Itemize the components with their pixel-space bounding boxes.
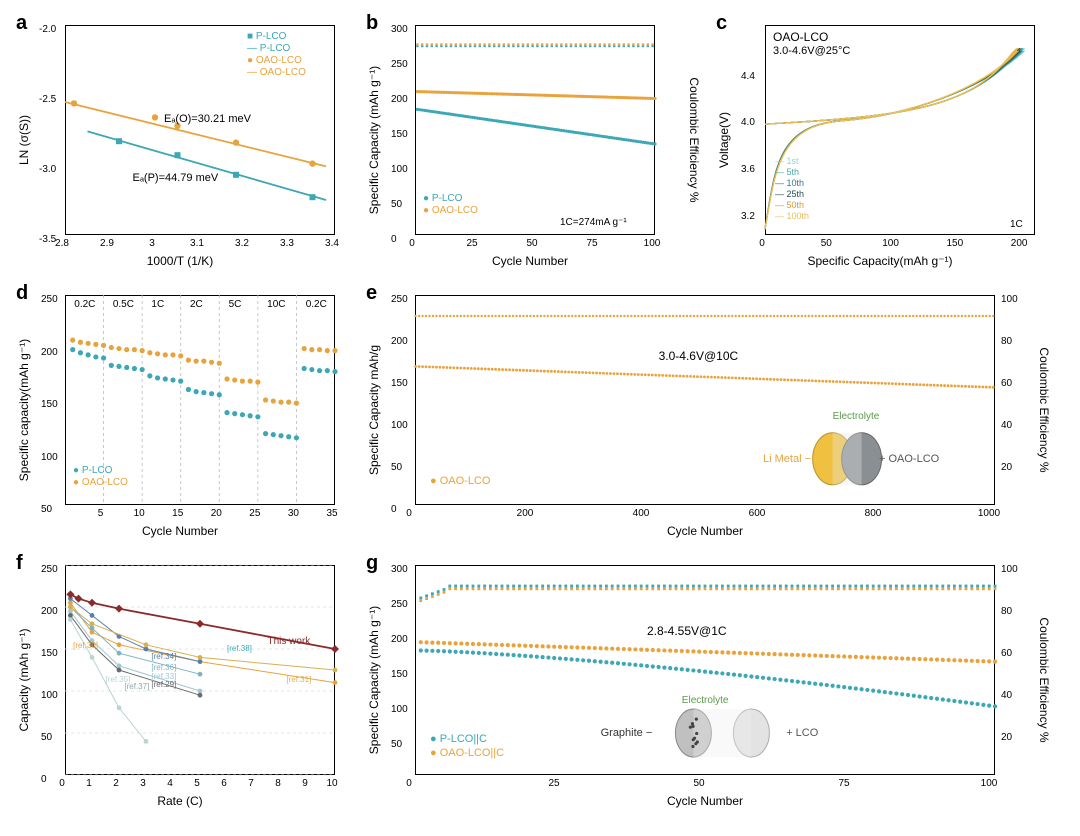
panel-g-xlabel: Cycle Number (667, 794, 743, 808)
panel-c: c Voltage(V) Specific Capacity(mAh g⁻¹) … (710, 10, 1050, 270)
panel-a-ylabel: LN (σ(S)) (17, 115, 31, 165)
panel-d-ylabel: Specific capacity(mAh g⁻¹) (17, 339, 31, 481)
panel-b-ylabel2: Coulombic Efficiency % (687, 77, 701, 202)
panel-f-ylabel: Capacity (mAh g⁻¹) (17, 628, 31, 731)
panel-label-c: c (716, 12, 727, 35)
panel-label-g: g (366, 552, 378, 575)
panel-e-xlabel: Cycle Number (667, 524, 743, 538)
figure-grid: a LN (σ(S)) 1000/T (1/K) 2.82.933.13.23.… (10, 10, 1070, 810)
panel-label-f: f (16, 552, 23, 575)
panel-e: e Specific Capacity mAh/g Cycle Number C… (360, 280, 1050, 540)
panel-g: g Specific Capacity (mAh g⁻¹) Cycle Numb… (360, 550, 1050, 810)
panel-e-ylabel2: Coulombic Efficiency % (1037, 347, 1051, 472)
panel-b-xlabel: Cycle Number (492, 254, 568, 268)
panel-a-xlabel: 1000/T (1/K) (147, 254, 213, 268)
panel-g-ylabel2: Coulombic Efficiency % (1037, 617, 1051, 742)
panel-b-ylabel: Specific Capacity (mAh g⁻¹) (367, 66, 381, 214)
panel-f-xlabel: Rate (C) (157, 794, 202, 808)
panel-label-b: b (366, 12, 378, 35)
panel-label-e: e (366, 282, 377, 305)
panel-e-ylabel: Specific Capacity mAh/g (367, 345, 381, 475)
panel-d: d Specific capacity(mAh g⁻¹) Cycle Numbe… (10, 280, 350, 540)
panel-d-xlabel: Cycle Number (142, 524, 218, 538)
panel-b: b Specific Capacity (mAh g⁻¹) Cycle Numb… (360, 10, 700, 270)
panel-g-ylabel: Specific Capacity (mAh g⁻¹) (367, 606, 381, 754)
panel-label-a: a (16, 12, 27, 35)
panel-label-d: d (16, 282, 28, 305)
panel-c-xlabel: Specific Capacity(mAh g⁻¹) (807, 254, 952, 268)
panel-c-ylabel: Voltage(V) (717, 112, 731, 168)
panel-a: a LN (σ(S)) 1000/T (1/K) 2.82.933.13.23.… (10, 10, 350, 270)
panel-f: f Capacity (mAh g⁻¹) Rate (C) 0123456789… (10, 550, 350, 810)
